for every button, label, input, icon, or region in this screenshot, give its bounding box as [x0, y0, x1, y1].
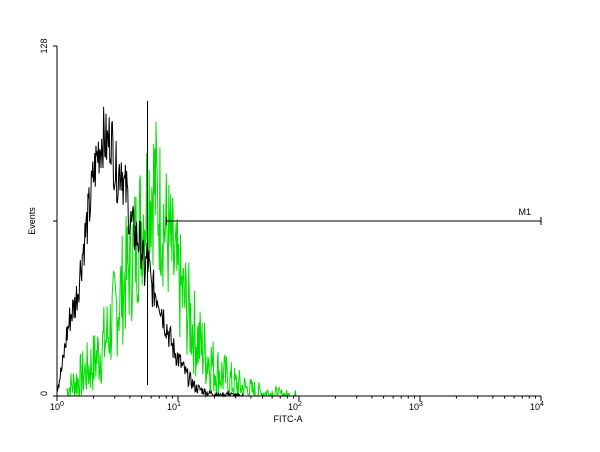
series-sample-line: [66, 121, 299, 398]
x-tick-label: 104: [530, 401, 544, 412]
y-axis-title: Events: [27, 207, 37, 235]
x-tick-label: 100: [50, 401, 64, 412]
x-tick-label: 101: [167, 401, 181, 412]
marker-m1-label: M1: [518, 207, 531, 217]
x-axis-title: FITC-A: [274, 414, 303, 424]
x-tick-label: 102: [288, 401, 302, 412]
y-tick-label: 0: [39, 391, 49, 396]
y-tick-label: 128: [39, 38, 49, 53]
x-tick-label: 103: [409, 401, 423, 412]
series-control-line: [56, 106, 245, 398]
